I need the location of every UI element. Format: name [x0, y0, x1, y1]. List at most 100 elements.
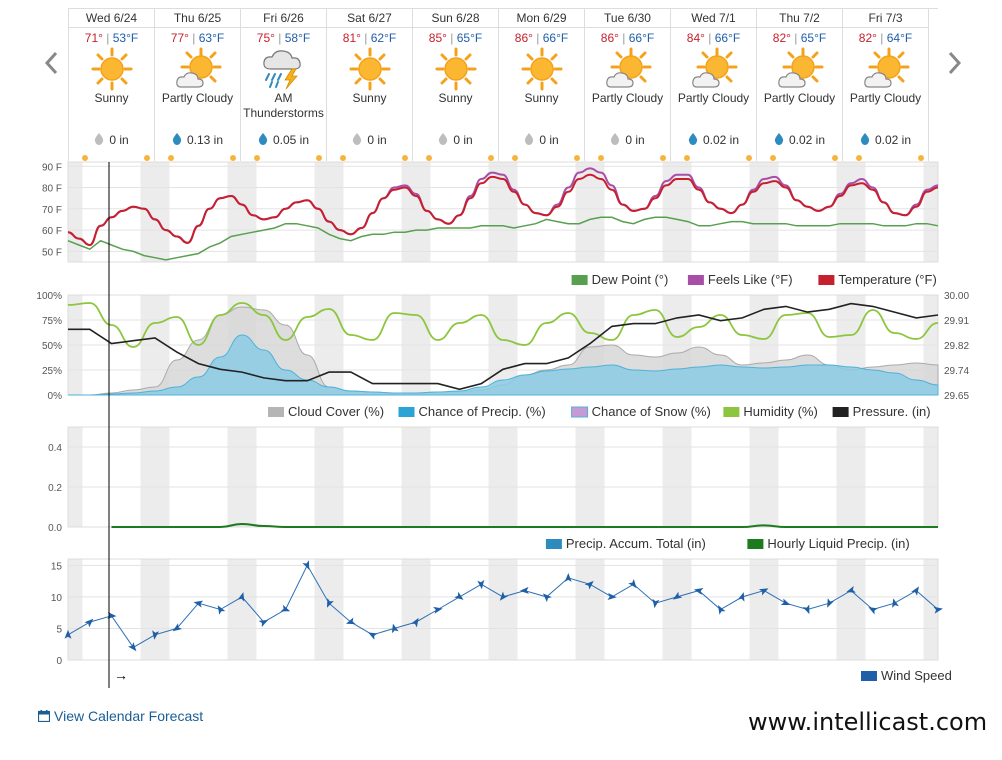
- y-tick-label: 5: [56, 624, 62, 635]
- legend-swatch: [571, 275, 588, 285]
- precip-value: 0 in: [539, 133, 559, 147]
- wind-direction-arrow: [802, 604, 810, 615]
- wind-direction-arrow: [911, 586, 919, 596]
- day-column[interactable]: Wed 7/1 84° | 66°F Partly Cloudy 0.02 in: [670, 9, 757, 161]
- legend-label: Chance of Precip. (%): [419, 404, 546, 419]
- wind-direction-arrow: [542, 593, 552, 603]
- wind-direction-arrow: [302, 560, 310, 570]
- previous-days-button[interactable]: [42, 48, 62, 78]
- current-time-arrow: →: [114, 667, 128, 683]
- partly-cloudy-icon: [863, 47, 909, 88]
- day-name: Thu 7/2: [757, 9, 842, 28]
- day-column[interactable]: Fri 6/26 75° | 58°F AM Thunderstorms 0.0…: [240, 9, 327, 161]
- wind-direction-arrow: [933, 606, 943, 614]
- sunset-icon: [230, 155, 236, 161]
- night-band: [416, 162, 431, 262]
- condition-text: Partly Cloudy: [161, 91, 234, 105]
- wind-direction-arrow: [237, 592, 245, 602]
- night-band: [677, 427, 692, 527]
- legend-label: Humidity (%): [743, 404, 817, 419]
- condition-text: Sunny: [438, 91, 473, 105]
- condition-text: Partly Cloudy: [849, 91, 922, 105]
- night-band: [140, 427, 155, 527]
- night-band: [851, 427, 866, 527]
- legend-swatch: [398, 407, 415, 417]
- night-band: [155, 559, 170, 660]
- day-name: Mon 6/29: [499, 9, 584, 28]
- sunset-icon: [746, 155, 752, 161]
- night-band: [329, 427, 344, 527]
- sunset-icon: [832, 155, 838, 161]
- sun-markers: [585, 154, 670, 161]
- raindrop-icon: [611, 133, 620, 145]
- precip-amount: 0 in: [327, 133, 412, 147]
- day-column[interactable]: Sat 6/27 81° | 62°F Sunny 0 in: [326, 9, 413, 161]
- sun-markers: [241, 154, 326, 161]
- condition-text: Partly Cloudy: [677, 91, 750, 105]
- night-band: [764, 427, 779, 527]
- high-temp: 86°: [600, 31, 619, 45]
- condition-text: Partly Cloudy: [591, 91, 664, 105]
- low-temp: 58°F: [284, 31, 311, 45]
- day-name: Tue 6/30: [585, 9, 670, 28]
- sunset-icon: [316, 155, 322, 161]
- night-band: [590, 427, 605, 527]
- day-temperatures: 75° | 58°F: [256, 31, 311, 45]
- precip-value: 0.05 in: [272, 133, 310, 147]
- precip-value: 0 in: [109, 133, 129, 147]
- y-tick-label-left: 100%: [36, 291, 62, 302]
- day-column[interactable]: Wed 6/24 71° | 53°F Sunny 0 in: [68, 9, 155, 161]
- legend-label: Chance of Snow (%): [592, 404, 711, 419]
- night-band: [68, 427, 83, 527]
- day-name: Wed 7/1: [671, 9, 756, 28]
- day-temperatures: 84° | 66°F: [686, 31, 741, 45]
- night-band: [764, 162, 779, 262]
- wind-direction-arrow: [758, 588, 769, 596]
- raindrop-icon: [95, 133, 104, 145]
- wind-direction-arrow: [152, 630, 160, 640]
- day-column[interactable]: Thu 7/2 82° | 65°F Partly Cloudy 0.02 in: [756, 9, 843, 161]
- legend-label: Hourly Liquid Precip. (in): [767, 536, 909, 551]
- raindrop-icon: [353, 133, 362, 145]
- night-band: [329, 162, 344, 262]
- legend-label: Precip. Accum. Total (in): [566, 536, 706, 551]
- precip-value: 0 in: [367, 133, 387, 147]
- condition-text: Sunny: [524, 91, 559, 105]
- day-column[interactable]: Mon 6/29 86° | 66°F Sunny 0 in: [498, 9, 585, 161]
- y-tick-label: 0: [56, 656, 62, 667]
- y-tick-label-left: 0%: [48, 391, 63, 402]
- legend-swatch: [861, 671, 877, 681]
- y-tick-label: 70 F: [42, 205, 62, 216]
- day-column[interactable]: Fri 7/3 82° | 64°F Partly Cloudy 0.02 in: [842, 9, 929, 161]
- night-band: [662, 559, 677, 660]
- night-band: [923, 427, 938, 527]
- sun-markers: [499, 154, 584, 161]
- next-days-button[interactable]: [944, 48, 964, 78]
- wind-direction-arrow: [258, 619, 269, 628]
- wind-direction-arrow: [868, 607, 878, 615]
- low-temp: 66°F: [714, 31, 741, 45]
- night-band: [677, 559, 692, 660]
- sun-markers: [843, 154, 928, 161]
- precip-value: 0 in: [625, 133, 645, 147]
- view-calendar-forecast-link[interactable]: View Calendar Forecast: [37, 708, 203, 724]
- day-column[interactable]: Thu 6/25 77° | 63°F Partly Cloudy 0.13 i…: [154, 9, 241, 161]
- precip-value: 0 in: [453, 133, 473, 147]
- night-band: [590, 162, 605, 262]
- low-temp: 65°F: [800, 31, 827, 45]
- high-temp: 84°: [686, 31, 705, 45]
- sunrise-icon: [340, 155, 346, 161]
- precip-amount: 0.02 in: [671, 133, 756, 147]
- wind-direction-arrow: [499, 591, 509, 601]
- forecast-charts: 90 F 80 F 70 F 60 F 50 F Temperature (°F) Feel…: [36, 161, 969, 688]
- night-band: [575, 427, 590, 527]
- sunrise-icon: [856, 155, 862, 161]
- night-band: [836, 559, 851, 660]
- night-band: [68, 162, 83, 262]
- day-column[interactable]: Sun 6/28 85° | 65°F Sunny 0 in: [412, 9, 499, 161]
- chevron-left-icon: [44, 51, 58, 75]
- night-band: [401, 559, 416, 660]
- precip-value: 0.02 in: [788, 133, 826, 147]
- sunrise-icon: [598, 155, 604, 161]
- low-temp: 64°F: [886, 31, 913, 45]
